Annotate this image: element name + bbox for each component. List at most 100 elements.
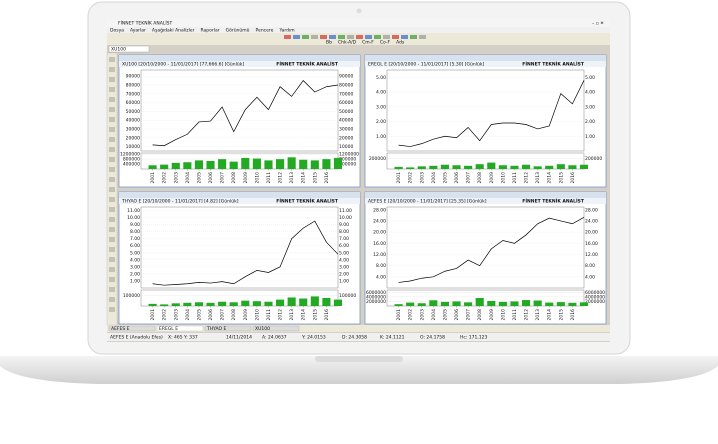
- x-tick-label: 2003: [419, 309, 425, 321]
- symbol-box[interactable]: [108, 45, 150, 53]
- x-tick-label: 2008: [231, 309, 237, 321]
- window-caption: [365, 192, 606, 198]
- tool-icon[interactable]: [284, 35, 291, 39]
- content: Dosya Ayarlar Aşağıdaki Analizler Raporlar G…: [107, 27, 610, 341]
- menu-item[interactable]: Pencere: [256, 28, 274, 34]
- side-icon[interactable]: [109, 77, 115, 82]
- menu-item[interactable]: Raporlar: [201, 28, 220, 34]
- tool-icon[interactable]: [392, 35, 399, 39]
- x-tick-label: 2004: [431, 172, 437, 184]
- side-icon[interactable]: [109, 107, 115, 112]
- x-tick-label: 2012: [524, 172, 530, 184]
- menu-item[interactable]: Ayarlar: [130, 28, 146, 34]
- tool-icon[interactable]: [320, 35, 327, 39]
- side-icon[interactable]: [109, 277, 115, 282]
- y-tick-label: 1.00: [376, 134, 386, 140]
- menu-item[interactable]: Yardım: [278, 28, 294, 34]
- x-tick-label: 2006: [208, 309, 214, 321]
- side-icon[interactable]: [109, 257, 115, 262]
- volume-bar: [322, 298, 331, 306]
- side-icon[interactable]: [109, 297, 115, 302]
- volume-bar: [229, 302, 238, 306]
- side-icon[interactable]: [109, 87, 115, 92]
- x-tick-label: 2002: [162, 309, 168, 321]
- tool-icon[interactable]: [365, 35, 372, 39]
- tool-icon[interactable]: [302, 35, 309, 39]
- x-tick-label: 2008: [477, 172, 483, 184]
- side-icon[interactable]: [109, 237, 115, 242]
- x-tick-label: 2003: [173, 172, 179, 184]
- volume-bar: [171, 162, 180, 169]
- side-icon[interactable]: [109, 267, 115, 272]
- price-line: [398, 80, 585, 147]
- tool-icon[interactable]: [356, 35, 363, 39]
- side-icon[interactable]: [109, 177, 115, 182]
- menu-item[interactable]: Görünümü: [226, 28, 250, 34]
- window-tab[interactable]: [108, 325, 156, 332]
- toolbar-button[interactable]: Cm-F: [362, 40, 374, 46]
- tool-icon[interactable]: [383, 35, 390, 39]
- x-tick-label: 2016: [570, 172, 576, 184]
- side-icon[interactable]: [109, 307, 115, 312]
- y-tick-label: 4.00: [339, 257, 349, 263]
- y-tick-label: 8.00: [339, 229, 349, 235]
- tab-label: EREGL E: [159, 326, 178, 332]
- tool-icon[interactable]: [329, 35, 336, 39]
- side-icon[interactable]: [109, 97, 115, 102]
- side-icon[interactable]: [109, 247, 115, 252]
- y-tick-label: 12.00: [373, 252, 386, 258]
- tool-icon[interactable]: [338, 35, 345, 39]
- side-icon[interactable]: [109, 287, 115, 292]
- info-row: [365, 198, 606, 204]
- tool-icon[interactable]: [374, 35, 381, 39]
- side-icon[interactable]: [109, 117, 115, 122]
- y-tick-label: 24.00: [585, 218, 598, 224]
- menu-item[interactable]: Dosya: [110, 28, 124, 34]
- x-tick-label: 2003: [173, 309, 179, 321]
- side-icon[interactable]: [109, 167, 115, 172]
- tool-icon[interactable]: [401, 35, 408, 39]
- volume-bar: [452, 165, 461, 169]
- y-tick-label: 9.00: [130, 222, 140, 228]
- tool-icon[interactable]: [311, 35, 318, 39]
- volume-tick-label: 400000: [123, 162, 140, 168]
- side-icon[interactable]: [109, 137, 115, 142]
- y-tick-label: 80000: [126, 82, 140, 88]
- side-icon[interactable]: [109, 147, 115, 152]
- y-tick-label: 10000: [339, 144, 353, 150]
- tool-icon[interactable]: [419, 35, 426, 39]
- side-icon[interactable]: [109, 217, 115, 222]
- volume-bar: [333, 299, 343, 306]
- toolbar-button[interactable]: Chk-A/D: [338, 40, 357, 46]
- toolbar-button[interactable]: Ads: [396, 40, 405, 46]
- side-icon[interactable]: [109, 127, 115, 132]
- volume-bar: [299, 159, 308, 169]
- side-icon[interactable]: [109, 197, 115, 202]
- volume-tick-label: 6000000: [366, 290, 386, 296]
- y-tick-label: 5.00: [130, 250, 140, 256]
- x-tick-label: 2009: [243, 309, 249, 321]
- tab-bar: [107, 325, 610, 332]
- toolbar-button[interactable]: Bb: [326, 40, 332, 46]
- tool-icon[interactable]: [347, 35, 354, 39]
- side-icon[interactable]: [109, 207, 115, 212]
- window-tab[interactable]: [252, 325, 300, 332]
- volume-bar: [194, 302, 203, 306]
- price-line: [152, 80, 339, 147]
- toolbar-button[interactable]: Co-F: [380, 40, 391, 46]
- side-icon[interactable]: [109, 157, 115, 162]
- window-tab[interactable]: [156, 325, 204, 332]
- title-bar: [107, 19, 610, 27]
- side-icon[interactable]: [109, 227, 115, 232]
- chart-brand: FİNNET TEKNİK ANALİST: [276, 198, 339, 205]
- side-icon[interactable]: [109, 67, 115, 72]
- menu-item[interactable]: Aşağıdaki Analizler: [152, 27, 195, 34]
- side-icon[interactable]: [109, 57, 115, 62]
- volume-bar: [568, 302, 577, 306]
- window-tab[interactable]: [204, 325, 252, 332]
- tool-icon[interactable]: [293, 35, 300, 39]
- x-tick-label: 2013: [289, 309, 295, 321]
- side-icon[interactable]: [109, 187, 115, 192]
- tool-icon[interactable]: [410, 35, 417, 39]
